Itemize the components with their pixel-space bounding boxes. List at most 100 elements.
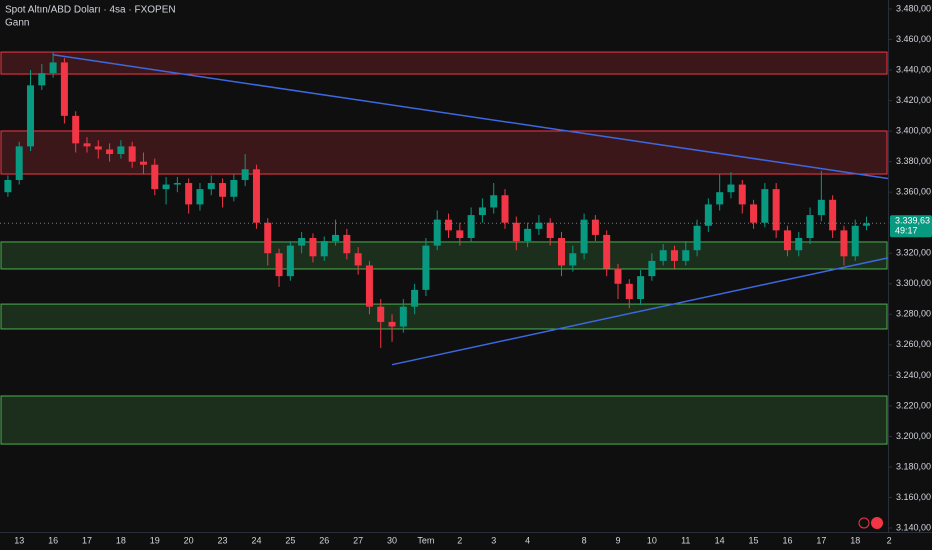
x-tick-label: 24 [251,535,261,545]
candle-body [139,161,147,165]
x-tick-label: 8 [582,535,587,545]
icon[interactable] [858,517,870,529]
candle-body [298,237,306,246]
candle-body [591,219,599,235]
x-tick-label: 13 [14,535,24,545]
candle-body [761,189,769,223]
candle-body [670,250,678,261]
candle-body [693,225,701,251]
zone [0,130,888,175]
tool-icons[interactable] [858,517,883,529]
y-tick-label: 3.260,00 [896,339,931,349]
x-tick-label: 2 [457,535,462,545]
candle-body [727,184,735,193]
candle-body [365,265,373,307]
candle-body [535,222,543,229]
candle-body [128,146,136,162]
x-tick-label: Tem [417,535,434,545]
y-tick-label: 3.140,00 [896,522,931,532]
x-tick-label: 14 [715,535,725,545]
candle-body [15,146,23,180]
x-tick-label: 18 [850,535,860,545]
x-tick-label: 4 [525,535,530,545]
candle-body [275,253,283,277]
candle-body [445,219,453,231]
candle-body [501,195,509,223]
y-tick-label: 3.200,00 [896,431,931,441]
x-tick-label: 23 [218,535,228,545]
x-tick-label: 10 [647,535,657,545]
candle-body [512,222,520,242]
candle-body [49,62,57,74]
candle-body [94,146,102,150]
zone [0,395,888,445]
y-tick-label: 3.460,00 [896,34,931,44]
zone [0,241,888,270]
candle-body [354,253,362,266]
candle-body [117,146,125,155]
y-tick-label: 3.400,00 [896,126,931,136]
candle-body [524,228,532,242]
y-tick-label: 3.360,00 [896,187,931,197]
candle-body [83,143,91,147]
candle-body [750,204,758,223]
trend-line [52,54,889,180]
candle-body [72,115,80,144]
x-tick-label: 26 [319,535,329,545]
candle-body [817,199,825,216]
candle-body [185,183,193,205]
candle-body [309,237,317,257]
x-tick-label: 18 [116,535,126,545]
x-tick-label: 11 [681,535,690,545]
indicator-name: Gann [5,18,29,29]
candle-body [230,179,238,197]
y-tick-label: 3.300,00 [896,278,931,288]
candle-body [795,237,803,251]
candle-body [173,183,181,185]
x-tick-label: 19 [150,535,160,545]
candle-body [241,169,249,180]
icon[interactable] [871,517,883,529]
x-tick-label: 2 [887,535,892,545]
candle-body [637,276,645,300]
y-tick-label: 3.480,00 [896,3,931,13]
candle-body [162,184,170,190]
y-tick-label: 3.420,00 [896,95,931,105]
zone [0,51,888,75]
candle-body [219,183,227,197]
candle-body [863,223,871,226]
chart-title: Spot Altın/ABD Doları · 4sa · FXOPEN [5,5,176,16]
candle-body [343,234,351,254]
candle-body [4,179,12,193]
countdown: 49:17 [895,226,918,236]
candle-body [569,253,577,266]
candle-body [286,245,294,277]
y-tick-label: 3.440,00 [896,64,931,74]
x-tick-label: 20 [184,535,194,545]
x-tick-label: 16 [48,535,58,545]
candle-body [682,250,690,261]
candle-body [332,234,340,242]
candle-body [264,222,272,254]
candle-body [151,164,159,190]
candle-body [557,237,565,266]
x-tick-label: 16 [782,535,792,545]
candle-body [546,222,554,238]
y-tick-label: 3.160,00 [896,492,931,502]
candle-body [716,192,724,205]
price-label: 3.339,63 [895,216,930,226]
x-tick-label: 27 [353,535,363,545]
candle-body [478,207,486,216]
candle-body [27,85,35,147]
x-tick-label: 17 [82,535,92,545]
y-tick-label: 3.320,00 [896,248,931,258]
x-tick-label: 25 [285,535,295,545]
candle-body [648,260,656,277]
candle-body [580,219,588,254]
candle-body [851,225,859,257]
candle-body [106,149,114,155]
y-tick-label: 3.240,00 [896,370,931,380]
x-tick-label: 15 [749,535,759,545]
